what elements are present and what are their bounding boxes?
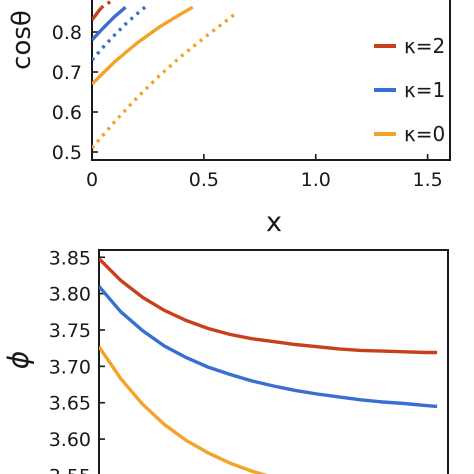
series-line-dotted xyxy=(92,3,149,62)
series-line xyxy=(99,285,438,409)
top-x-ticks: 0 0.5 1.0 1.5 xyxy=(86,154,443,191)
bottom-plot-frame xyxy=(98,249,449,474)
bottom-y-tick-label: 3.75 xyxy=(49,320,91,342)
series-line-solid xyxy=(92,5,127,42)
series-line xyxy=(99,257,438,355)
top-y-tick-label: 0.8 xyxy=(52,22,82,44)
legend-label: κ=2 xyxy=(404,34,445,58)
bottom-y-ticks: 3.55 3.60 3.65 3.70 3.75 3.80 3.85 xyxy=(49,247,105,474)
top-plot-frame xyxy=(91,0,451,161)
cos-theta-panel: 0.50.60.70.8 0 0.5 1.0 1.5 cosθ x κ=2κ=1κ=0 xyxy=(7,0,451,238)
top-x-tick-label: 1.0 xyxy=(301,169,331,191)
series-line xyxy=(99,345,268,474)
bottom-y-tick-label: 3.85 xyxy=(49,247,91,269)
phi-panel: 3.55 3.60 3.65 3.70 3.75 3.80 3.85 ϕ xyxy=(2,247,449,474)
top-x-tick-label: 0.5 xyxy=(189,169,219,191)
top-y-axis-label: cosθ xyxy=(7,10,37,70)
legend-label: κ=0 xyxy=(404,122,445,146)
legend-label: κ=1 xyxy=(404,78,445,102)
series-line-dotted xyxy=(92,10,239,150)
series-line-solid xyxy=(92,6,103,22)
top-y-tick-label: 0.5 xyxy=(52,142,82,164)
series-line-solid xyxy=(92,5,194,86)
bottom-y-tick-label: 3.80 xyxy=(49,284,91,306)
bottom-y-tick-label: 3.65 xyxy=(49,393,91,415)
top-x-tick-label: 1.5 xyxy=(413,169,443,191)
top-y-tick-label: 0.6 xyxy=(52,102,82,124)
top-x-axis-label: x xyxy=(266,207,282,238)
bottom-series xyxy=(99,257,438,474)
top-y-ticks: 0.5 0.6 0.7 0.8 xyxy=(52,22,98,164)
bottom-y-tick-label: 3.60 xyxy=(49,429,91,451)
series-line-dotted xyxy=(100,0,116,10)
top-y-tick-label: 0.7 xyxy=(52,62,82,84)
top-x-tick-label: 0 xyxy=(86,169,98,191)
bottom-y-axis-label: ϕ xyxy=(2,351,35,369)
legend: κ=2 κ=1 κ=0 xyxy=(374,34,445,146)
bottom-y-tick-label: 3.70 xyxy=(49,356,91,378)
bottom-y-tick-label: 3.55 xyxy=(49,465,91,474)
top-series xyxy=(92,0,239,150)
